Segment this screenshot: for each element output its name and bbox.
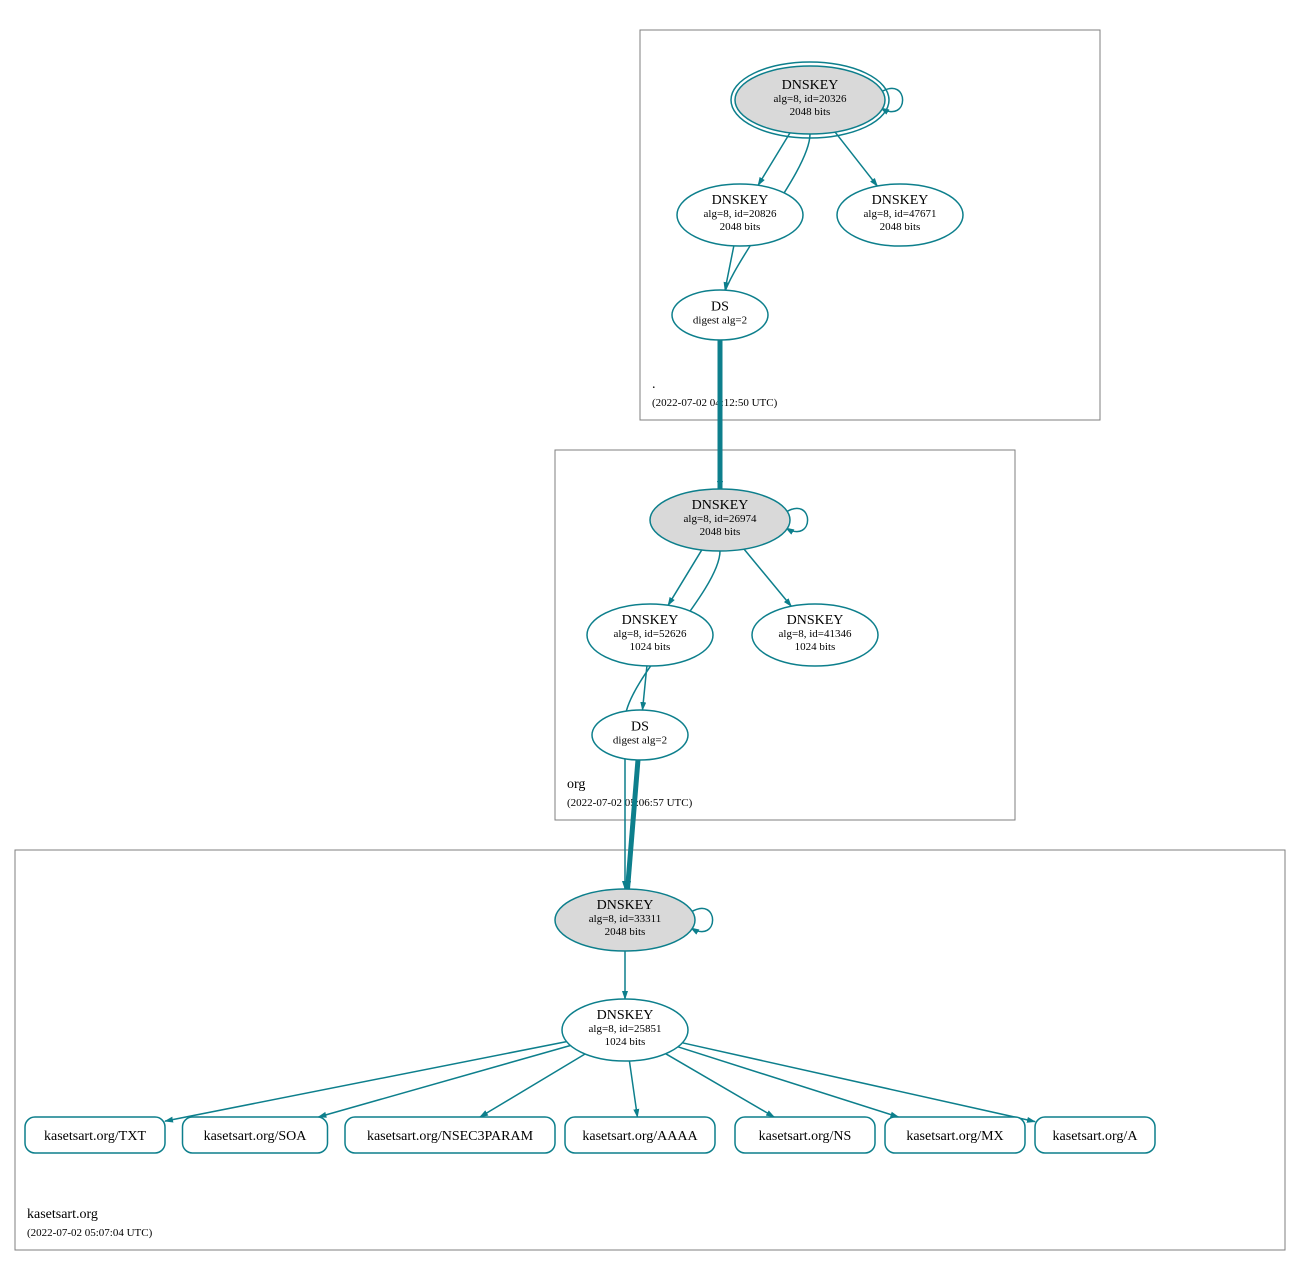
node-subtitle: 1024 bits [630, 641, 671, 653]
node-n1: DNSKEYalg=8, id=208262048 bits [677, 184, 803, 246]
node-subtitle: digest alg=2 [613, 735, 667, 747]
node-n3: DSdigest alg=2 [672, 290, 768, 340]
zone-timestamp: (2022-07-02 04:12:50 UTC) [652, 397, 778, 409]
node-r6: kasetsart.org/A [1035, 1117, 1155, 1153]
node-r1: kasetsart.org/SOA [183, 1117, 328, 1153]
record-label: kasetsart.org/TXT [44, 1129, 146, 1144]
node-title: DS [711, 300, 729, 315]
node-subtitle: alg=8, id=52626 [614, 628, 687, 640]
record-label: kasetsart.org/NS [759, 1129, 852, 1144]
edge [668, 550, 702, 605]
node-title: DNSKEY [692, 498, 749, 513]
record-label: kasetsart.org/AAAA [582, 1129, 698, 1144]
node-subtitle: 1024 bits [605, 1036, 646, 1048]
node-subtitle: digest alg=2 [693, 315, 747, 327]
edge [725, 246, 734, 290]
node-r2: kasetsart.org/NSEC3PARAM [345, 1117, 555, 1153]
node-subtitle: alg=8, id=47671 [864, 208, 937, 220]
node-subtitle: 2048 bits [605, 926, 646, 938]
zone-timestamp: (2022-07-02 05:07:04 UTC) [27, 1227, 153, 1239]
node-n9: DNSKEYalg=8, id=258511024 bits [562, 999, 688, 1061]
node-title: DNSKEY [597, 1008, 654, 1023]
node-n5: DNSKEYalg=8, id=526261024 bits [587, 604, 713, 666]
node-subtitle: alg=8, id=20326 [774, 93, 847, 105]
record-label: kasetsart.org/SOA [204, 1129, 308, 1144]
node-n8: DNSKEYalg=8, id=333112048 bits [555, 889, 695, 951]
node-subtitle: alg=8, id=26974 [684, 513, 757, 525]
record-label: kasetsart.org/NSEC3PARAM [367, 1129, 534, 1144]
node-subtitle: 2048 bits [720, 221, 761, 233]
node-subtitle: alg=8, id=33311 [589, 913, 662, 925]
node-n4: DNSKEYalg=8, id=269742048 bits [650, 489, 790, 551]
zone-label: kasetsart.org [27, 1207, 98, 1222]
node-title: DNSKEY [622, 613, 679, 628]
edge [835, 132, 877, 186]
node-subtitle: 2048 bits [790, 106, 831, 118]
edge [678, 1047, 899, 1117]
zone-label: . [652, 377, 656, 392]
zone-label: org [567, 777, 585, 792]
edge [682, 1043, 1035, 1122]
node-n6: DNSKEYalg=8, id=413461024 bits [752, 604, 878, 666]
edge [480, 1054, 585, 1117]
node-subtitle: 2048 bits [700, 526, 741, 538]
edge [165, 1042, 567, 1122]
node-subtitle: alg=8, id=41346 [779, 628, 852, 640]
dnssec-diagram: . (2022-07-02 04:12:50 UTC) org (2022-07-02… [0, 0, 1297, 1278]
node-n2: DNSKEYalg=8, id=476712048 bits [837, 184, 963, 246]
record-label: kasetsart.org/MX [906, 1129, 1003, 1144]
node-n0: DNSKEYalg=8, id=203262048 bits [731, 62, 889, 138]
node-r4: kasetsart.org/NS [735, 1117, 875, 1153]
zone-timestamp: (2022-07-02 05:06:57 UTC) [567, 797, 693, 809]
node-subtitle: alg=8, id=25851 [589, 1023, 662, 1035]
edge [744, 549, 791, 606]
node-subtitle: 1024 bits [795, 641, 836, 653]
edge [318, 1045, 570, 1117]
node-title: DNSKEY [782, 78, 839, 93]
node-title: DS [631, 720, 649, 735]
node-title: DNSKEY [872, 193, 929, 208]
node-n7: DSdigest alg=2 [592, 710, 688, 760]
edge [629, 1061, 637, 1117]
record-label: kasetsart.org/A [1053, 1129, 1139, 1144]
node-title: DNSKEY [787, 613, 844, 628]
node-title: DNSKEY [712, 193, 769, 208]
node-r5: kasetsart.org/MX [885, 1117, 1025, 1153]
node-subtitle: 2048 bits [880, 221, 921, 233]
edge [758, 133, 790, 186]
edge [628, 760, 638, 889]
edge [666, 1054, 775, 1117]
node-subtitle: alg=8, id=20826 [704, 208, 777, 220]
node-title: DNSKEY [597, 898, 654, 913]
node-r3: kasetsart.org/AAAA [565, 1117, 715, 1153]
node-r0: kasetsart.org/TXT [25, 1117, 165, 1153]
